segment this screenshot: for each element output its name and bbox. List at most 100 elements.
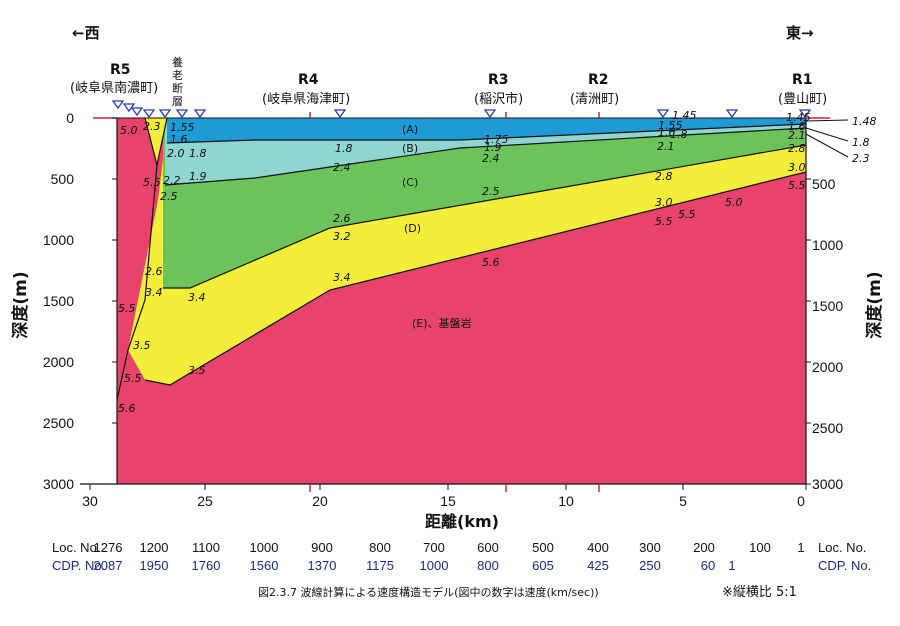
- velocity-label: 2.6: [333, 212, 351, 225]
- loc-value: 500: [532, 540, 554, 555]
- velocity-label: 1.55: [170, 121, 195, 134]
- velocity-label: 3.5: [188, 364, 206, 377]
- callout-label: 1.8: [852, 136, 870, 149]
- boundary-lines: [116, 117, 807, 401]
- loc-value: 1: [797, 540, 804, 555]
- loc-value: 100: [749, 540, 771, 555]
- fault-wedge: [145, 118, 167, 165]
- callout-label: 2.3: [852, 152, 870, 165]
- velocity-label: 3.4: [188, 291, 206, 304]
- y-tick-labels-right: 500 1000 1500 2000 2500 3000: [812, 176, 843, 492]
- right-callout-lines: [805, 119, 849, 158]
- receiver-markers: [111, 100, 812, 119]
- layer-b-label: (B): [402, 142, 418, 155]
- station-r4-id: R4: [298, 72, 319, 88]
- station-r1-id: R1: [792, 72, 813, 88]
- velocity-label: 2.1: [788, 129, 806, 142]
- x-tick-label: 20: [312, 493, 328, 509]
- loc-value: 800: [369, 540, 391, 555]
- loc-value: 1000: [250, 540, 279, 555]
- x-tick-label: 30: [82, 493, 98, 509]
- velocity-label: 5.5: [678, 208, 696, 221]
- x-tick-label: 15: [440, 493, 456, 509]
- velocity-label: 5.0: [120, 124, 138, 137]
- cdp-value: 800: [477, 558, 499, 573]
- loc-value: 300: [639, 540, 661, 555]
- loc-value: 1100: [192, 540, 220, 555]
- velocity-label: 1.55: [658, 119, 683, 132]
- velocity-label: 5.0: [725, 196, 743, 209]
- velocity-label: 2.8: [655, 170, 673, 183]
- x-axis-title: 距離(km): [425, 512, 499, 531]
- cdp-value: 1370: [308, 558, 337, 573]
- x-tick-label: 0: [797, 493, 805, 509]
- y-tick-label: 1500: [43, 293, 74, 309]
- cdp-row-label-right: CDP. No.: [818, 558, 871, 573]
- station-r5-name: (岐阜県南濃町): [70, 80, 158, 96]
- velocity-label: 3.0: [788, 161, 806, 174]
- velocity-label: 5.5: [124, 372, 142, 385]
- boundary-b-c: [164, 127, 807, 186]
- velocity-label: 5.5: [143, 176, 161, 189]
- velocity-label: 1.45: [672, 109, 697, 122]
- cdp-row-label-left: CDP. No.: [52, 558, 105, 573]
- cdp-value: 1000: [420, 558, 449, 573]
- layer-a: [167, 118, 806, 143]
- layer-e-label: (E)、基盤岩: [412, 316, 472, 330]
- loc-value: 600: [477, 540, 499, 555]
- velocity-label: 2.5: [482, 185, 500, 198]
- x-tick-marks: [89, 484, 807, 490]
- velocity-label: 3.5: [133, 339, 151, 352]
- velocity-label: 1.6: [170, 133, 188, 146]
- loc-row: 1276 1200 1100 1000 900 800 700 600 500 …: [94, 540, 805, 555]
- y-tick-label: 3000: [43, 476, 74, 492]
- boundary-c-d: [163, 144, 807, 289]
- velocity-label: 1.8: [335, 142, 353, 155]
- west-label: ←西: [72, 24, 100, 42]
- station-r2-id: R2: [588, 72, 609, 88]
- y-tick-label: 1000: [43, 232, 74, 248]
- fault-label-4: 層: [172, 95, 183, 108]
- triangle-marker: [483, 109, 497, 119]
- velocity-label: 1.6: [788, 120, 806, 133]
- layer-group: [117, 118, 806, 484]
- y-axis-title-right: 深度(m): [864, 271, 885, 338]
- east-label: 東→: [786, 24, 814, 42]
- loc-value: 1200: [140, 540, 169, 555]
- station-r5-id: R5: [110, 62, 131, 78]
- cdp-value: 425: [587, 558, 609, 573]
- cdp-value: 60: [701, 558, 715, 573]
- velocity-label: 1.8: [189, 147, 207, 160]
- callout-line-1: [805, 119, 849, 122]
- callout-line-3: [805, 133, 849, 158]
- velocity-label: 1.9: [484, 141, 502, 154]
- triangle-marker: [798, 109, 812, 119]
- velocity-label: 2.2: [163, 174, 181, 187]
- y-tick-label: 1000: [812, 237, 843, 253]
- y-tick-label: 1500: [812, 298, 843, 314]
- callout-label: 1.48: [852, 115, 877, 128]
- triangle-marker: [656, 109, 670, 119]
- loc-value: 200: [693, 540, 715, 555]
- triangle-marker: [333, 109, 347, 119]
- fault-label-3: 断: [172, 81, 183, 95]
- station-r4-name: (岐阜県海津町): [262, 91, 350, 107]
- cdp-value: 1175: [366, 558, 394, 573]
- y-tick-label: 2000: [812, 359, 843, 375]
- callout-line-2: [805, 127, 849, 142]
- station-r1-name: (豊山町): [778, 92, 827, 107]
- y-tick-label: 2000: [43, 354, 74, 370]
- loc-row-label-left: Loc. No.: [52, 540, 100, 555]
- boundary-d-e: [144, 171, 807, 386]
- triangle-marker: [158, 109, 172, 119]
- cdp-value: 1560: [250, 558, 279, 573]
- velocity-label: 1.75: [484, 133, 509, 146]
- boundary-a-b: [166, 123, 807, 144]
- velocity-label: 2.4: [482, 152, 500, 165]
- figure-caption: 図2.3.7 波線計算による速度構造モデル(図中の数字は速度(km/sec)): [258, 585, 599, 599]
- velocity-label: 5.6: [118, 402, 136, 415]
- y-tick-marks: [112, 117, 811, 485]
- fault-line: [116, 117, 168, 401]
- velocity-label: 2.0: [167, 147, 185, 160]
